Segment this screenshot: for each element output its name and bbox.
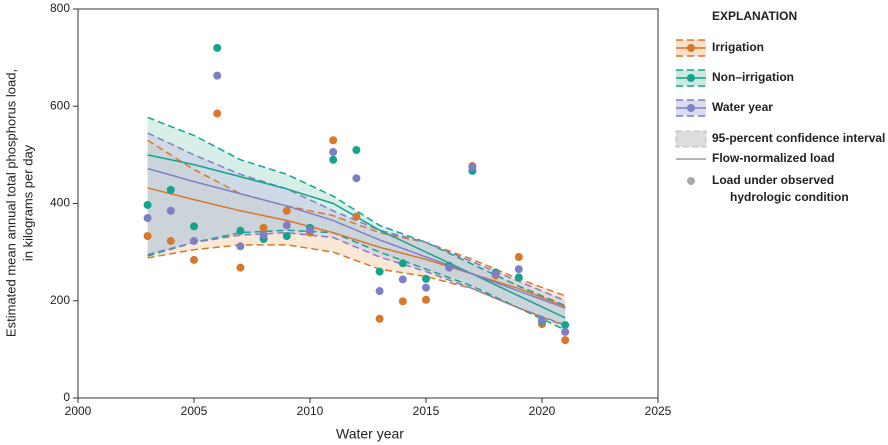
observed-point xyxy=(166,206,175,215)
legend-label: 95-percent confidence interval xyxy=(712,131,885,145)
legend-swatch xyxy=(687,44,695,52)
observed-point xyxy=(190,236,198,245)
observed-point xyxy=(352,146,361,155)
flow-normalized-line xyxy=(147,167,566,309)
confidence-bound xyxy=(147,139,566,297)
y-axis-label: Estimated mean annual total phosphorus l… xyxy=(3,69,18,337)
observed-point xyxy=(329,147,338,156)
observed-point xyxy=(329,155,338,164)
observed-point xyxy=(259,223,268,232)
observed-point xyxy=(538,316,546,325)
observed-point xyxy=(445,263,454,272)
y-axis-label: in kilograms per day xyxy=(20,144,35,261)
observed-point xyxy=(143,232,152,241)
legend-label: hydrologic condition xyxy=(730,190,849,204)
observed-point xyxy=(213,43,222,52)
observed-point xyxy=(491,270,500,279)
legend-title: EXPLANATION xyxy=(712,9,797,23)
observed-point xyxy=(514,252,523,261)
confidence-band xyxy=(147,117,566,330)
legend-label: Load under observed xyxy=(712,173,834,187)
observed-point xyxy=(329,136,338,145)
observed-point xyxy=(236,242,245,251)
observed-point xyxy=(468,163,477,172)
legend-swatch xyxy=(675,130,707,148)
x-tick-label: 2025 xyxy=(645,404,672,418)
observed-point xyxy=(166,185,175,194)
y-tick-label: 200 xyxy=(50,293,70,307)
y-tick-label: 800 xyxy=(50,1,70,15)
legend-label: Water year xyxy=(712,100,773,114)
observed-point xyxy=(213,109,222,118)
observed-point xyxy=(375,314,384,323)
x-tick-label: 2000 xyxy=(65,404,92,418)
observed-point xyxy=(561,327,570,336)
legend-swatch xyxy=(687,177,695,185)
legend-label: Flow-normalized load xyxy=(712,151,835,165)
observed-point xyxy=(190,222,198,231)
observed-point xyxy=(166,236,175,245)
observed-point xyxy=(422,283,430,292)
confidence-bound xyxy=(147,244,566,327)
observed-point xyxy=(236,263,245,272)
y-tick-label: 400 xyxy=(50,196,70,210)
observed-point xyxy=(213,71,222,80)
observed-point xyxy=(398,297,407,306)
observed-point xyxy=(282,232,291,241)
observed-point xyxy=(190,255,198,264)
observed-point xyxy=(143,214,152,223)
legend-label: Irrigation xyxy=(712,40,764,54)
observed-point xyxy=(375,267,384,276)
observed-point xyxy=(514,265,523,274)
confidence-bound xyxy=(147,229,566,331)
observed-point xyxy=(306,226,314,235)
observed-point xyxy=(282,206,291,215)
observed-point xyxy=(398,259,407,268)
observed-point xyxy=(422,274,430,283)
x-tick-label: 2015 xyxy=(413,404,440,418)
observed-point xyxy=(422,295,430,304)
observed-point xyxy=(561,336,570,345)
observed-point xyxy=(282,221,291,230)
confidence-band xyxy=(147,140,566,327)
confidence-band xyxy=(147,132,566,326)
observed-point xyxy=(398,275,407,284)
observed-point xyxy=(375,287,384,296)
legend-swatch xyxy=(687,74,695,82)
observed-point xyxy=(352,212,361,221)
observed-point xyxy=(352,174,361,183)
observed-point xyxy=(259,231,268,240)
observed-point xyxy=(561,321,570,330)
flow-normalized-line xyxy=(147,187,566,308)
x-tick-label: 2020 xyxy=(529,404,556,418)
confidence-bound xyxy=(147,231,566,326)
observed-point xyxy=(236,226,245,235)
observed-point xyxy=(514,273,523,282)
legend-label: Non–irrigation xyxy=(712,70,794,84)
y-tick-label: 0 xyxy=(63,390,70,404)
legend-swatch xyxy=(687,104,695,112)
x-axis-label: Water year xyxy=(336,426,404,442)
x-tick-label: 2010 xyxy=(297,404,324,418)
observed-point xyxy=(143,200,152,209)
y-tick-label: 600 xyxy=(50,98,70,112)
x-tick-label: 2005 xyxy=(181,404,208,418)
